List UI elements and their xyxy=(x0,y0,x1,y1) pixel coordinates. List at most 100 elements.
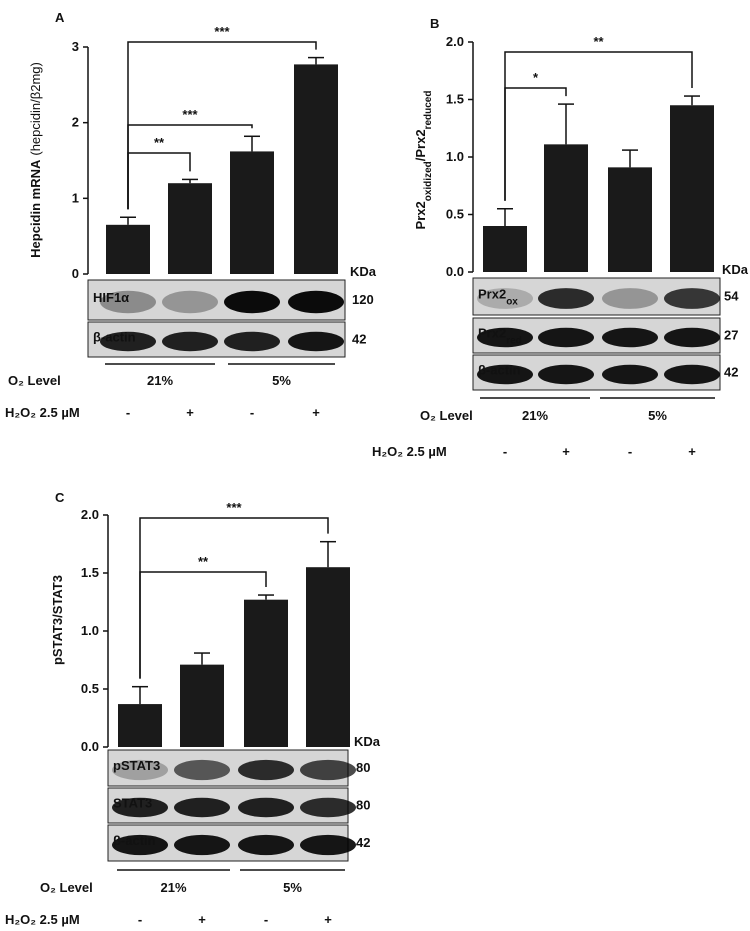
blot-label-part: Prx2 xyxy=(478,287,506,302)
y-tick-label: 0.5 xyxy=(81,681,99,696)
blot-label: STAT3 xyxy=(113,796,152,811)
y-tick-label: 1.0 xyxy=(81,623,99,638)
y-tick-label: 0 xyxy=(72,266,79,281)
bar xyxy=(306,567,350,747)
blot-band xyxy=(174,797,230,818)
h2o2-sign: - xyxy=(138,912,142,927)
y-tick-label: 1 xyxy=(72,190,79,205)
blot-label: Prx2ox xyxy=(478,287,518,308)
bar xyxy=(670,105,714,272)
blot-band xyxy=(174,834,230,856)
significance-label: ** xyxy=(154,135,165,150)
h2o2-sign: - xyxy=(250,405,254,420)
bar xyxy=(118,704,162,747)
blot-band xyxy=(664,288,720,309)
significance-label: ** xyxy=(593,34,604,49)
kda-header: KDa xyxy=(354,734,381,749)
significance-label: * xyxy=(533,70,539,85)
y-axis-label-part: (hepcidin/β2mg) xyxy=(28,62,43,155)
y-axis-label-part: oxidized xyxy=(423,161,434,201)
blot-band xyxy=(602,364,658,385)
h2o2-sign: - xyxy=(126,405,130,420)
kda-value: 42 xyxy=(724,365,738,380)
bar xyxy=(294,64,338,274)
blot-band xyxy=(100,331,156,352)
panel-letter: A xyxy=(55,10,65,25)
y-tick-label: 3 xyxy=(72,39,79,54)
blot-band xyxy=(538,327,594,348)
significance-bracket xyxy=(127,41,317,210)
blot-band xyxy=(288,331,344,352)
blot-band xyxy=(238,759,294,781)
significance-label: ** xyxy=(198,554,209,569)
significance-bracket xyxy=(139,517,329,679)
y-axis-label-part: pSTAT3/STAT3 xyxy=(50,575,65,665)
bar xyxy=(180,664,224,747)
y-tick-label: 1.5 xyxy=(81,565,99,580)
panel-letter: C xyxy=(55,490,65,505)
o2-group: 5% xyxy=(648,408,667,423)
o2-label: O₂ Level xyxy=(420,408,473,423)
blot-band xyxy=(477,327,533,348)
kda-value: 120 xyxy=(352,292,374,307)
blot-band xyxy=(538,288,594,309)
blot-band xyxy=(602,327,658,348)
h2o2-label: H₂O₂ 2.5 µM xyxy=(5,912,80,927)
o2-label: O₂ Level xyxy=(40,880,93,895)
blot-band xyxy=(300,797,356,818)
y-axis-label: pSTAT3/STAT3 xyxy=(50,575,65,665)
o2-group: 21% xyxy=(147,373,173,388)
h2o2-sign: + xyxy=(324,912,332,927)
y-tick-label: 0.0 xyxy=(81,739,99,754)
h2o2-sign: - xyxy=(264,912,268,927)
blot-band xyxy=(224,290,280,314)
y-tick-label: 0.5 xyxy=(446,207,464,222)
kda-value: 54 xyxy=(724,289,739,304)
o2-label: O₂ Level xyxy=(8,373,61,388)
bar xyxy=(483,226,527,272)
y-tick-label: 2 xyxy=(72,115,79,130)
significance-label: *** xyxy=(214,24,230,39)
o2-group: 21% xyxy=(522,408,548,423)
h2o2-sign: + xyxy=(198,912,206,927)
blot-band xyxy=(238,797,294,818)
significance-label: *** xyxy=(226,500,242,515)
y-axis-label: Hepcidin mRNA (hepcidin/β2mg) xyxy=(28,62,43,258)
blot-band xyxy=(300,759,356,781)
blot-band xyxy=(664,327,720,348)
y-axis-label-part: /Prx2 xyxy=(413,129,428,161)
y-axis-label-part: Prx2 xyxy=(413,201,428,229)
y-axis-label-part: reduced xyxy=(423,91,434,130)
h2o2-sign: - xyxy=(503,444,507,459)
blot-band xyxy=(100,290,156,314)
bar xyxy=(106,224,150,274)
y-tick-label: 1.0 xyxy=(446,149,464,164)
o2-group: 5% xyxy=(283,880,302,895)
kda-header: KDa xyxy=(350,264,377,279)
bar xyxy=(608,167,652,272)
y-axis-label: Prx2oxidized/Prx2reduced xyxy=(413,91,434,230)
blot-label-part: Prx2 xyxy=(478,326,506,341)
kda-value: 27 xyxy=(724,328,738,343)
y-axis-label-part: Hepcidin mRNA xyxy=(28,159,43,258)
bar xyxy=(230,151,274,274)
bar xyxy=(168,183,212,274)
h2o2-label: H₂O₂ 2.5 µM xyxy=(372,444,447,459)
blot-band xyxy=(174,759,230,781)
bar xyxy=(244,599,288,747)
h2o2-label: H₂O₂ 2.5 µM xyxy=(5,405,80,420)
blot-band xyxy=(162,331,218,352)
blot-band xyxy=(224,331,280,352)
h2o2-sign: + xyxy=(312,405,320,420)
kda-value: 80 xyxy=(356,798,370,813)
blot-band xyxy=(664,364,720,385)
blot-label: pSTAT3 xyxy=(113,758,160,773)
h2o2-sign: - xyxy=(628,444,632,459)
panel-letter: B xyxy=(430,16,439,31)
bar xyxy=(544,144,588,272)
h2o2-sign: + xyxy=(688,444,696,459)
o2-group: 21% xyxy=(160,880,186,895)
blot-band xyxy=(112,834,168,856)
blot-band xyxy=(538,364,594,385)
